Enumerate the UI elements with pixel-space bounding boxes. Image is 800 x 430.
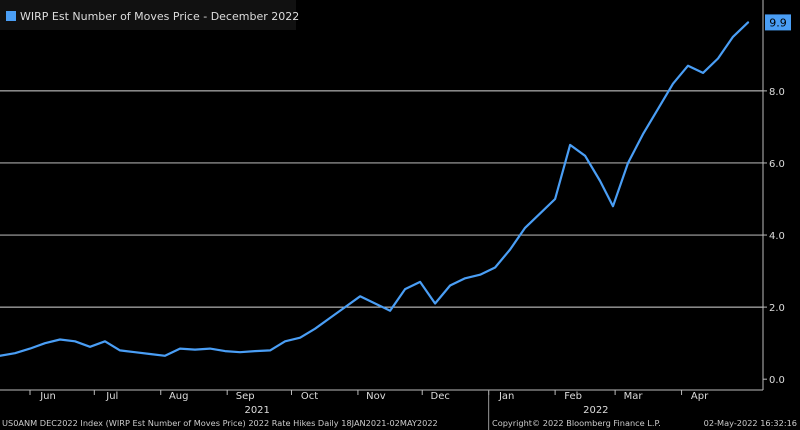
x-tick-label: Jan xyxy=(498,391,514,402)
x-tick-label: Feb xyxy=(564,391,582,402)
x-year-label: 2021 xyxy=(244,405,269,416)
x-tick-label: Mar xyxy=(624,391,644,402)
series-layer xyxy=(0,21,750,357)
x-tick-label: Apr xyxy=(691,391,709,402)
series-line xyxy=(0,21,750,357)
last-value-box xyxy=(765,14,791,31)
y-tick-label: 6.0 xyxy=(769,159,785,170)
x-tick-label: Jul xyxy=(105,391,118,402)
y-tick-label: 0.0 xyxy=(769,375,785,386)
legend-swatch xyxy=(6,11,16,21)
y-tick-label: 4.0 xyxy=(769,231,785,242)
last-value-marker: 9.9 xyxy=(765,14,791,31)
footer-timestamp: 02-May-2022 16:32:16 xyxy=(704,418,797,428)
legend: WIRP Est Number of Moves Price - Decembe… xyxy=(0,0,299,30)
y-axis-ticks: 0.0 2.0 4.0 6.0 8.0 xyxy=(763,87,785,386)
x-tick-label: Aug xyxy=(169,391,189,402)
y-tick-label: 2.0 xyxy=(769,303,785,314)
legend-label: WIRP Est Number of Moves Price - Decembe… xyxy=(20,10,299,23)
y-tick-label: 8.0 xyxy=(769,87,785,98)
legend-background xyxy=(0,0,296,30)
x-tick-label: Sep xyxy=(236,391,255,402)
footer: US0ANM DEC2022 Index (WIRP Est Number of… xyxy=(2,418,797,428)
x-axis-ticks: Jun Jul Aug Sep Oct Nov Dec Jan Feb Mar Apr 2021 202… xyxy=(29,390,709,416)
footer-description: US0ANM DEC2022 Index (WIRP Est Number of… xyxy=(2,418,438,428)
footer-copyright: Copyright© 2022 Bloomberg Finance L.P. xyxy=(492,418,661,428)
x-tick-label: Dec xyxy=(431,391,450,402)
x-tick-label: Nov xyxy=(366,391,386,402)
x-tick-label: Oct xyxy=(301,391,318,402)
x-tick-label: Jun xyxy=(39,391,56,402)
x-year-label: 2022 xyxy=(583,405,608,416)
last-value-label: 9.9 xyxy=(769,16,787,29)
